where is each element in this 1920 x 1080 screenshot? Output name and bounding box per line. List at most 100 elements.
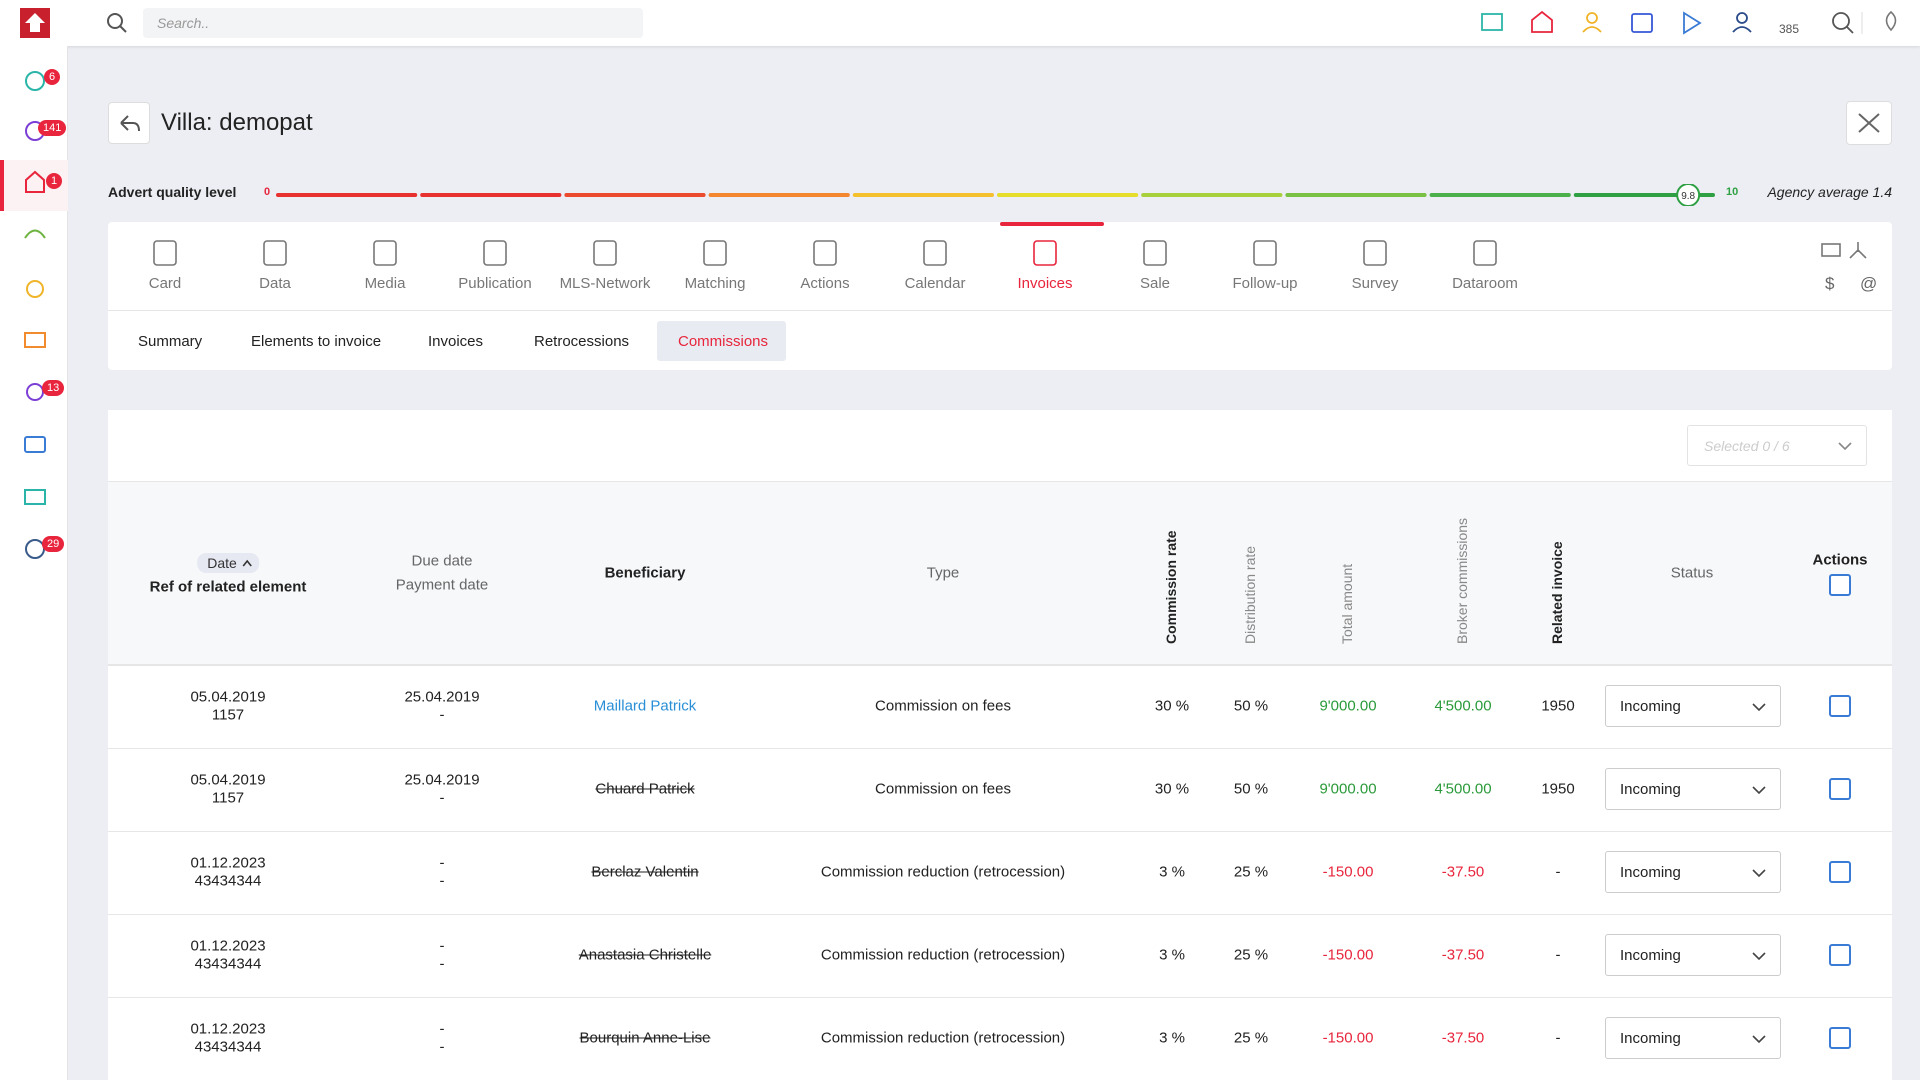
column-header[interactable]: Distribution rate (1242, 545, 1258, 644)
tab[interactable]: Publication (458, 275, 532, 292)
tab-icon[interactable] (1360, 238, 1390, 268)
column-header[interactable]: Commission rate (1163, 530, 1179, 644)
tab[interactable]: Calendar (904, 275, 966, 292)
search-input[interactable]: Search.. (143, 8, 643, 38)
active-subtab-bg (657, 321, 786, 361)
nav-icon[interactable] (26, 383, 44, 401)
icon[interactable] (1683, 11, 1702, 35)
nav-icon[interactable] (25, 170, 45, 193)
status-dropdown[interactable]: Incoming (1605, 768, 1781, 810)
status-dropdown[interactable]: Incoming (1605, 1017, 1781, 1059)
column-header[interactable]: Type (926, 564, 960, 582)
icon[interactable] (1736, 12, 1748, 24)
tab-icon-shape (1033, 240, 1057, 266)
column-header: Date (207, 555, 237, 571)
beneficiary[interactable]: Chuard Patrick (595, 780, 695, 798)
nav-icon[interactable] (24, 332, 46, 348)
row-checkbox[interactable] (1829, 1027, 1851, 1049)
nav-icon[interactable] (24, 229, 46, 239)
tab-icon[interactable] (1140, 238, 1170, 268)
nav-icon[interactable] (24, 489, 46, 505)
status-value: Incoming (1620, 947, 1681, 964)
tools-button[interactable] (1846, 101, 1892, 145)
quality-segment (276, 193, 418, 197)
search-icon[interactable] (106, 12, 128, 34)
date: 05.04.2019 (190, 688, 266, 706)
row-checkbox[interactable] (1829, 861, 1851, 883)
divider (108, 310, 1892, 311)
column-header[interactable]: Due date (411, 552, 473, 570)
nav-icon[interactable] (25, 71, 45, 91)
tab-icon[interactable] (480, 238, 510, 268)
tab-icon[interactable] (370, 238, 400, 268)
icon[interactable] (1885, 10, 1897, 32)
nav-icon[interactable] (26, 280, 44, 298)
sort-pill[interactable]: Date (197, 553, 259, 573)
subtab[interactable]: Invoices (428, 333, 484, 350)
tab-icon[interactable] (1250, 238, 1280, 268)
row-checkbox[interactable] (1829, 695, 1851, 717)
date: 05.04.2019 (190, 771, 266, 789)
tab[interactable]: Survey (1351, 275, 1399, 292)
logo[interactable] (20, 8, 50, 38)
tab-icon[interactable] (1470, 238, 1500, 268)
column-header[interactable]: Actions (1812, 551, 1868, 569)
tab[interactable]: Matching (684, 275, 746, 292)
select-all-checkbox[interactable] (1829, 574, 1851, 596)
beneficiary[interactable]: Maillard Patrick (593, 697, 697, 715)
nav-icon[interactable] (24, 436, 46, 453)
subtab[interactable]: Summary (138, 333, 203, 350)
tab[interactable]: Sale (1139, 275, 1171, 292)
column-header[interactable]: Broker commissions (1454, 517, 1470, 644)
column-header[interactable]: Status (1670, 564, 1714, 582)
tab-icon[interactable] (1030, 238, 1060, 268)
tab[interactable]: Actions (800, 275, 850, 292)
agency-average: Agency average 1.4 (1767, 184, 1892, 200)
status-dropdown[interactable]: Incoming (1605, 934, 1781, 976)
selection-dropdown[interactable]: Selected 0 / 6 (1687, 425, 1867, 466)
quality-min: 0 (264, 186, 271, 198)
commission-rate: 30 % (1154, 697, 1190, 715)
tab[interactable]: Dataroom (1452, 275, 1518, 292)
back-button[interactable] (108, 102, 150, 144)
tab-icon[interactable] (700, 238, 730, 268)
column-header[interactable]: Total amount (1339, 563, 1355, 644)
tab[interactable]: Invoices (1017, 275, 1073, 292)
icon[interactable] (1531, 10, 1553, 33)
row-checkbox[interactable] (1829, 944, 1851, 966)
icon[interactable] (1821, 243, 1841, 257)
subtab[interactable]: Retrocessions (534, 333, 630, 350)
beneficiary[interactable]: Berclaz Valentin (591, 863, 699, 881)
tab-icon[interactable] (590, 238, 620, 268)
icon[interactable] (1832, 12, 1850, 30)
beneficiary[interactable]: Anastasia Christelle (578, 946, 712, 964)
tab[interactable]: Data (259, 275, 291, 292)
tab[interactable]: Card (148, 275, 182, 292)
icon[interactable] (1849, 242, 1867, 259)
tab-icon[interactable] (810, 238, 840, 268)
tab[interactable]: MLS-Network (559, 275, 651, 292)
column-header[interactable]: Payment date (395, 576, 489, 594)
status-dropdown[interactable]: Incoming (1605, 851, 1781, 893)
price-icon[interactable]: $ (1825, 274, 1835, 293)
tab[interactable]: Follow-up (1232, 275, 1298, 292)
column-header[interactable]: Related invoice (1549, 541, 1565, 644)
tab-icon[interactable] (920, 238, 950, 268)
icon[interactable] (1586, 12, 1598, 24)
icon[interactable] (1481, 13, 1503, 31)
email-icon[interactable]: @ (1860, 274, 1878, 293)
type: Commission on fees (875, 697, 1011, 715)
tab-icon[interactable] (150, 238, 180, 268)
icon[interactable] (1631, 13, 1653, 33)
column-header[interactable]: Beneficiary (604, 564, 686, 582)
column-header[interactable]: Ref of related element (149, 578, 307, 596)
row-checkbox[interactable] (1829, 778, 1851, 800)
subtab[interactable]: Commissions (678, 333, 769, 350)
beneficiary[interactable]: Bourquin Anne-Lise (579, 1029, 711, 1047)
top-icons (1481, 10, 1897, 35)
tab-icon[interactable] (260, 238, 290, 268)
subtab[interactable]: Elements to invoice (251, 333, 382, 350)
status-dropdown[interactable]: Incoming (1605, 685, 1781, 727)
counter[interactable]: 385 (1779, 22, 1800, 36)
tab[interactable]: Media (364, 275, 406, 292)
